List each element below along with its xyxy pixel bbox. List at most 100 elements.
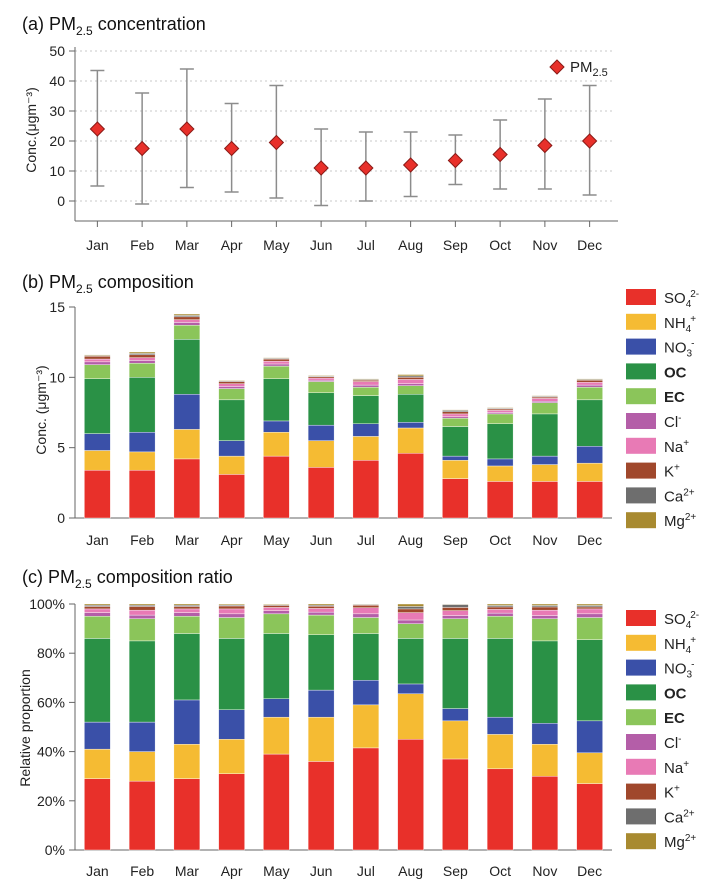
bar-segment-ca (531, 605, 559, 608)
legend-swatch-k (626, 462, 656, 479)
bar-segment-cl (84, 612, 111, 617)
x-tick-label: Apr (221, 863, 243, 879)
x-tick-label: Aug (398, 237, 423, 253)
bar-segment-cl (352, 384, 380, 388)
bar-segment-oc (352, 395, 380, 424)
bar-segment-mg (128, 603, 156, 606)
bar-segment-ec (84, 364, 111, 379)
bar-segment-ca (397, 606, 424, 610)
x-tick-label: Jan (86, 863, 109, 879)
bar-segment-ca (576, 605, 603, 608)
legend-label-na: Na+ (664, 438, 689, 456)
bar-segment-k (486, 408, 514, 411)
legend-label-cl: Cl- (664, 413, 682, 431)
bar-segment-k (576, 379, 603, 383)
bar-segment-oc (442, 638, 469, 709)
bar-segment-ec (128, 363, 156, 378)
bar-segment-ca (442, 604, 469, 608)
bar-segment-nh4 (486, 465, 514, 482)
mean-marker (313, 160, 329, 176)
bar-segment-no3 (218, 440, 245, 457)
x-tick-label: May (263, 863, 289, 879)
bar-segment-oc (263, 633, 290, 699)
bar-segment-mg (128, 351, 156, 354)
bar-segment-no3 (218, 709, 245, 740)
bar-segment-nh4 (218, 739, 245, 774)
bar-segment-so4 (173, 778, 201, 851)
bar-segment-no3 (128, 431, 156, 453)
x-tick-label: Oct (489, 532, 511, 548)
x-tick-label: Jul (357, 237, 375, 253)
bar-segment-cl (128, 614, 156, 619)
bar-segment-oc (173, 633, 201, 701)
bar-segment-nh4 (531, 464, 559, 482)
bar-segment-so4 (352, 747, 380, 851)
legend-label: PM2.5 (570, 59, 608, 79)
x-tick-label: Jan (86, 532, 109, 548)
bar-segment-k (397, 608, 424, 613)
x-tick-label: Mar (175, 532, 199, 548)
bar-segment-oc (128, 640, 156, 723)
bar-segment-mg (263, 603, 290, 605)
mean-marker (179, 121, 195, 137)
bar-segment-ca (486, 605, 514, 608)
y-axis-label: Relative proportion (17, 669, 33, 787)
bar-segment-nh4 (173, 744, 201, 779)
x-tick-label: Nov (532, 863, 557, 879)
panel-a-title: (a) PM2.5 concentration (22, 14, 206, 38)
bar-segment-k (307, 376, 335, 379)
bar-segment-k (173, 316, 201, 320)
bar-segment-ec (84, 616, 111, 639)
mean-marker (134, 140, 150, 157)
bar-segment-k (397, 377, 424, 380)
bar-segment-so4 (218, 474, 245, 519)
bar-segment-ec (352, 386, 380, 396)
bar-segment-k (531, 396, 559, 399)
legend-label-no3: NO3- (664, 339, 694, 360)
x-tick-label: Dec (577, 532, 602, 548)
bar-segment-cl (397, 383, 424, 386)
x-tick-label: Apr (221, 532, 243, 548)
bar-segment-oc (173, 339, 201, 395)
legend-swatch-so4 (626, 610, 656, 626)
y-tick-label: 50 (49, 43, 65, 59)
bar-segment-na (442, 610, 469, 616)
bar-segment-so4 (352, 460, 380, 519)
bar-segment-cl (128, 360, 156, 364)
bar-segment-oc (263, 378, 290, 422)
bar-segment-mg (531, 603, 559, 606)
legend-swatch-nh4 (626, 313, 656, 330)
bar-segment-na (307, 377, 335, 381)
bar-segment-ec (486, 413, 514, 424)
bar-segment-na (531, 398, 559, 402)
bar-segment-mg (263, 357, 290, 359)
bar-segment-na (397, 612, 424, 621)
legend-label-na: Na+ (664, 759, 689, 777)
bar-segment-nh4 (218, 455, 245, 475)
legend-label-mg: Mg2+ (664, 512, 696, 530)
bar-segment-na (576, 382, 603, 386)
bar-segment-cl (307, 611, 335, 616)
bar-segment-no3 (263, 698, 290, 718)
bar-segment-so4 (576, 783, 603, 851)
bar-segment-oc (84, 378, 111, 434)
bar-segment-mg (576, 603, 603, 606)
bar-segment-k (84, 606, 111, 610)
bar-segment-nh4 (352, 436, 380, 461)
bar-segment-mg (397, 374, 424, 377)
legend-swatch-oc (626, 363, 656, 380)
bar-segment-cl (486, 412, 514, 415)
x-tick-label: Aug (398, 863, 423, 879)
bar-segment-oc (84, 638, 111, 723)
mean-marker (223, 140, 240, 157)
bar-segment-nh4 (486, 734, 514, 770)
bar-segment-cl (486, 612, 514, 617)
x-tick-label: Jun (310, 863, 333, 879)
legend-label-mg: Mg2+ (664, 833, 696, 851)
y-tick-label: 0 (57, 510, 65, 526)
legend-label-oc: OC (664, 685, 687, 702)
legend-label-so4: SO42- (664, 289, 699, 310)
y-tick-label: 100% (29, 596, 65, 612)
bar-segment-na (173, 608, 201, 613)
bar-segment-cl (397, 619, 424, 624)
